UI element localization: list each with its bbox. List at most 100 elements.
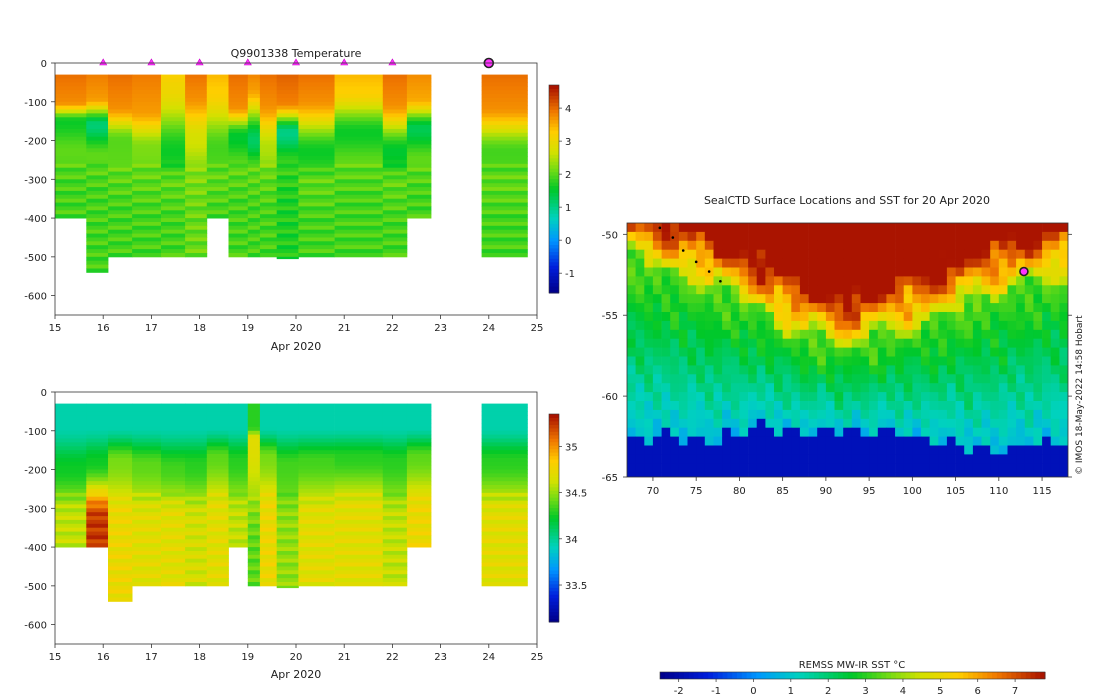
profile-cell	[206, 574, 229, 579]
sst-cell	[756, 329, 766, 340]
profile-cell	[161, 570, 186, 575]
sst-cell	[895, 249, 905, 259]
profile-cell	[259, 229, 278, 234]
sst-cell	[1016, 454, 1026, 464]
profile-cell	[481, 523, 528, 529]
sst-cell	[860, 472, 870, 477]
sst-colorbar-segment	[910, 672, 916, 679]
sst-cell	[791, 347, 801, 357]
profile-cell	[481, 245, 528, 250]
sst-cell	[774, 312, 783, 322]
profile-cell	[108, 163, 133, 169]
profile-cell	[161, 574, 186, 579]
profile-cell	[298, 249, 335, 254]
profile-cell	[86, 190, 109, 196]
sst-cell	[998, 365, 1008, 375]
sst-cell	[713, 454, 723, 464]
profile-cell	[206, 450, 229, 455]
profile-cell	[108, 570, 133, 575]
sst-cell	[782, 454, 792, 464]
sst-cell	[998, 240, 1008, 251]
sst-cell	[921, 347, 930, 357]
profile-cell	[206, 82, 229, 87]
sst-cell	[817, 454, 827, 464]
profile-cell	[206, 183, 229, 188]
sst-cell	[860, 240, 870, 251]
profile-cell	[108, 516, 133, 521]
profile-cell	[206, 101, 229, 107]
sst-cell	[825, 338, 835, 348]
sst-cell	[929, 383, 939, 393]
sst-cell	[938, 249, 948, 259]
profile-cell	[55, 136, 87, 141]
profile-cell	[259, 415, 278, 420]
profile-cell	[334, 179, 384, 184]
sst-cell	[851, 427, 861, 437]
sst-cell	[912, 223, 922, 233]
profile-cell	[406, 446, 432, 451]
profile-cell	[406, 78, 432, 83]
profile-cell	[334, 543, 384, 548]
sst-colorbar-segment	[717, 672, 724, 679]
sst-cell	[722, 249, 732, 259]
sst-cell	[877, 401, 887, 411]
profile-cell	[55, 140, 87, 145]
sst-cell	[851, 276, 861, 286]
sst-cell	[1033, 472, 1043, 477]
sst-cell	[774, 267, 783, 277]
profile-cell	[298, 233, 335, 238]
sst-cell	[1008, 481, 1017, 490]
sst-cell	[955, 320, 965, 331]
sst-cell	[938, 285, 948, 295]
profile-cell	[185, 86, 208, 91]
sst-colorbar-segment	[929, 672, 935, 679]
sst-cell	[756, 320, 766, 331]
sst-cell	[834, 374, 844, 384]
profile-cell	[247, 434, 261, 439]
profile-cell	[108, 434, 133, 439]
profile-cell	[382, 156, 408, 161]
sst-cell	[903, 312, 913, 322]
profile-cell	[132, 415, 162, 420]
profile-cell	[334, 554, 384, 560]
profile-cell	[276, 214, 299, 219]
colorbar-segment	[549, 535, 559, 540]
sst-colorbar-segment	[833, 672, 839, 679]
profile-cell	[382, 539, 408, 544]
profile-cell	[132, 78, 162, 83]
profile-cell	[298, 202, 335, 207]
sst-cell	[808, 383, 818, 393]
salinity-profiles	[55, 403, 528, 602]
sst-colorbar-segment	[727, 672, 733, 679]
profile-cell	[406, 202, 432, 207]
sst-cell	[687, 312, 697, 322]
sst-cell	[972, 454, 982, 464]
profile-cell	[276, 403, 299, 408]
sst-cell	[972, 383, 982, 393]
profile-cell	[132, 547, 162, 552]
profile-cell	[206, 558, 229, 563]
profile-cell	[334, 558, 384, 563]
sst-cell	[964, 463, 974, 473]
sst-cell	[895, 427, 905, 437]
sst-cell	[678, 258, 688, 268]
profile-cell	[276, 78, 299, 83]
sst-cell	[1050, 249, 1060, 259]
profile-cell	[406, 426, 432, 432]
profile-cell	[334, 582, 384, 587]
profile-cell	[132, 504, 162, 509]
profile-cell	[276, 485, 299, 490]
colorbar-segment	[549, 448, 559, 453]
sst-cell	[765, 463, 775, 473]
colorbar-segment	[549, 182, 559, 187]
sst-cell	[791, 249, 801, 259]
profile-cell	[108, 225, 133, 231]
sst-colorbar-segment	[737, 672, 743, 679]
sst-cell	[1050, 454, 1060, 464]
profile-cell	[132, 438, 162, 443]
sst-colorbar-tick-label: -1	[711, 686, 721, 697]
profile-cell	[86, 485, 109, 490]
profile-cell	[185, 562, 208, 567]
profile-cell	[161, 245, 186, 250]
sst-cell	[895, 294, 905, 304]
